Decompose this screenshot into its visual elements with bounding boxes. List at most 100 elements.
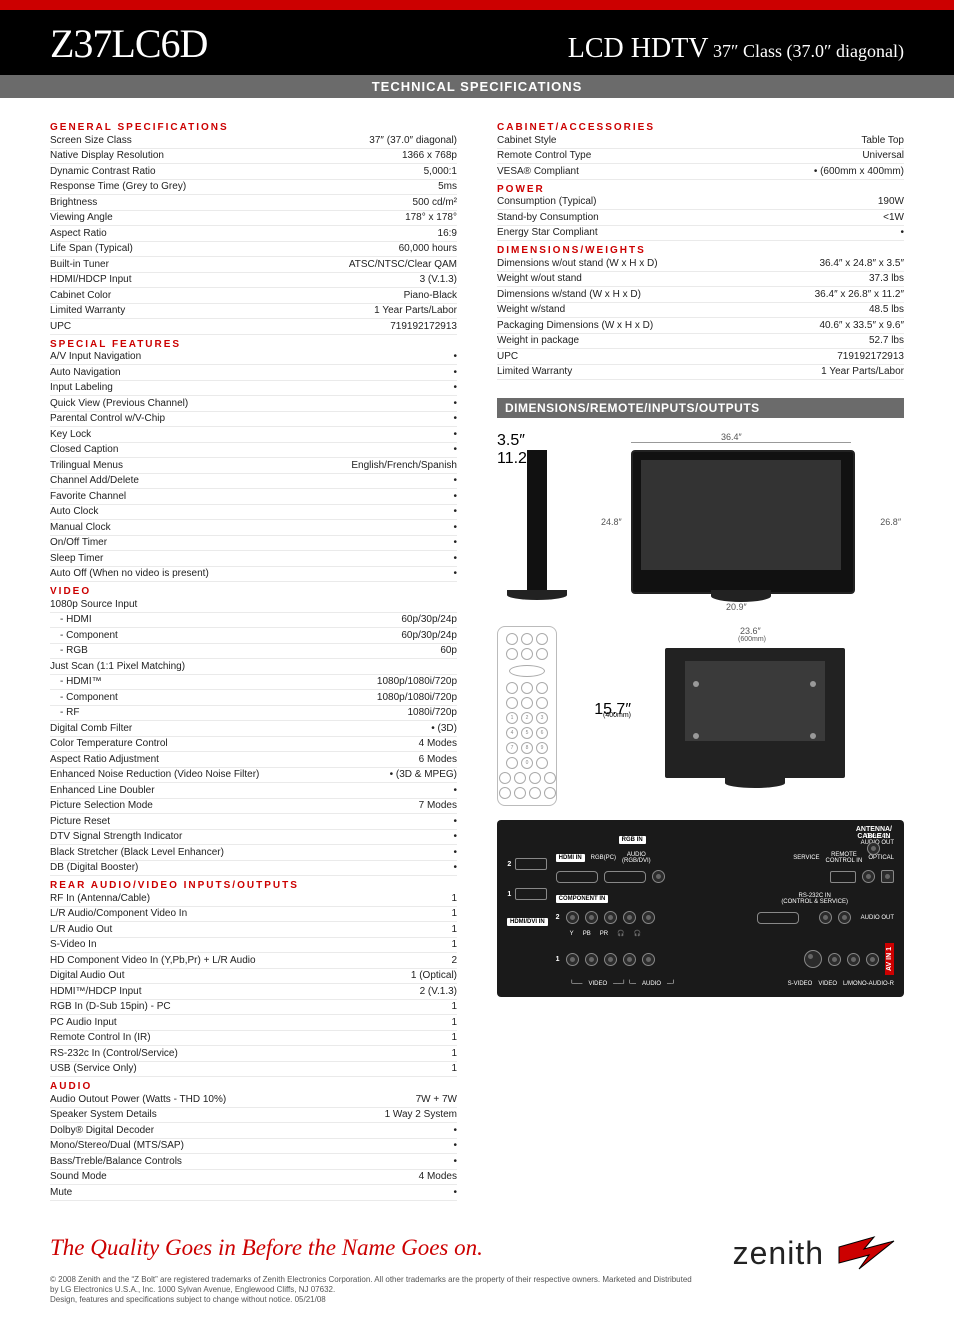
spec-value: 52.7 lbs [861,334,904,348]
spec-label: Digital Comb Filter [50,722,423,736]
header-bar: Z37LC6D LCD HDTV 37″ Class (37.0″ diagon… [0,10,954,75]
spec-row: PC Audio Input1 [50,1015,457,1031]
spec-label: - Component [50,691,369,705]
spec-label: Just Scan (1:1 Pixel Matching) [50,660,449,674]
spec-label: Mono/Stereo/Dual (MTS/SAP) [50,1139,445,1153]
spec-label: On/Off Timer [50,536,445,550]
logo-text: zenith [733,1235,824,1272]
section-video: VIDEO [50,586,457,597]
spec-row: Life Span (Typical)60,000 hours [50,242,457,258]
spec-label: Sound Mode [50,1170,411,1184]
spec-value: 40.6″ x 33.5″ x 9.6″ [811,319,904,333]
spec-label: Favorite Channel [50,490,445,504]
spec-label: L/R Audio Out [50,923,443,937]
spec-value: • [445,474,457,488]
spec-value: 1080p/1080i/720p [369,691,457,705]
spec-value: • [445,428,457,442]
right-column: CABINET/ACCESSORIES Cabinet StyleTable T… [497,118,904,1201]
spec-label: Weight w/stand [497,303,861,317]
spec-value: • (600mm x 400mm) [806,165,904,179]
spec-row: Mono/Stereo/Dual (MTS/SAP)• [50,1139,457,1155]
spec-row: Just Scan (1:1 Pixel Matching) [50,659,457,675]
dimensions-rows: Dimensions w/out stand (W x H x D)36.4″ … [497,256,904,380]
spec-label: Quick View (Previous Channel) [50,397,445,411]
spec-label: Cabinet Style [497,134,853,148]
spec-row: Key Lock• [50,427,457,443]
spec-value: Table Top [853,134,904,148]
spec-row: Remote Control In (IR)1 [50,1031,457,1047]
spec-row: Input Labeling• [50,381,457,397]
spec-label: Dolby® Digital Decoder [50,1124,445,1138]
dim-depth: 3.5″ [497,432,587,450]
spec-row: Limited Warranty1 Year Parts/Labor [50,304,457,320]
spec-label: Energy Star Compliant [497,226,892,240]
spec-value: 3 (V.1.3) [412,273,457,287]
spec-row: L/R Audio Out1 [50,922,457,938]
spec-row: Black Stretcher (Black Level Enhancer)• [50,845,457,861]
spec-value: 5,000:1 [416,165,457,179]
spec-value: • [445,505,457,519]
spec-label: S-Video In [50,938,443,952]
spec-label: USB (Service Only) [50,1062,443,1076]
spec-value [449,598,457,612]
spec-row: S-Video In1 [50,938,457,954]
spec-row: Digital Comb Filter• (3D) [50,721,457,737]
spec-label: Aspect Ratio Adjustment [50,753,411,767]
remote-control: 123 456 789 0 [497,626,557,806]
dim-width: 36.4″ [721,432,742,442]
spec-row: Stand-by Consumption<1W [497,210,904,226]
io-panel: ANTENNA/ CABLE IN 2 1 HDMI/DVI IN RGB [497,820,904,997]
spec-value: 5ms [430,180,457,194]
spec-label: Enhanced Noise Reduction (Video Noise Fi… [50,768,382,782]
spec-label: Stand-by Consumption [497,211,875,225]
spec-value: 1080i/720p [400,706,458,720]
spec-row: Channel Add/Delete• [50,474,457,490]
spec-label: Input Labeling [50,381,445,395]
spec-value: 4 Modes [411,1170,457,1184]
spec-value: 2 [443,954,457,968]
vesa-w: 23.6″ [740,626,761,636]
spec-row: Mute• [50,1185,457,1201]
section-dimensions: DIMENSIONS/WEIGHTS [497,245,904,256]
spec-row: L/R Audio/Component Video In1 [50,907,457,923]
spec-row: - Component1080p/1080i/720p [50,690,457,706]
spec-label: Remote Control Type [497,149,854,163]
spec-label: Black Stretcher (Black Level Enhancer) [50,846,445,860]
spec-value: 36.4″ x 24.8″ x 3.5″ [811,257,904,271]
spec-label: Bass/Treble/Balance Controls [50,1155,445,1169]
spec-label: Mute [50,1186,445,1200]
spec-label: Built-in Tuner [50,258,341,272]
spec-row: 1080p Source Input [50,597,457,613]
spec-row: Parental Control w/V-Chip• [50,412,457,428]
spec-row: - Component60p/30p/24p [50,628,457,644]
spec-row: Energy Star Compliant• [497,226,904,242]
spec-row: Manual Clock• [50,520,457,536]
spec-label: Cabinet Color [50,289,396,303]
spec-value: Piano-Black [396,289,457,303]
spec-row: Cabinet ColorPiano-Black [50,288,457,304]
spec-label: Consumption (Typical) [497,195,870,209]
spec-value: • [445,536,457,550]
video-rows: 1080p Source Input- HDMI60p/30p/24p- Com… [50,597,457,876]
spec-row: VESA® Compliant• (600mm x 400mm) [497,164,904,180]
section-cabinet: CABINET/ACCESSORIES [497,122,904,133]
power-rows: Consumption (Typical)190WStand-by Consum… [497,195,904,242]
spec-label: Manual Clock [50,521,445,535]
spec-value: 719192172913 [382,320,457,334]
spec-row: Picture Selection Mode7 Modes [50,799,457,815]
fineprint-1: © 2008 Zenith and the “Z Bolt” are regis… [50,1275,693,1296]
diagram-area: 3.5″ 11.2″ 36.4″ 24.8″ 26.8″ 20.9″ [497,432,904,997]
spec-row: Weight w/out stand37.3 lbs [497,272,904,288]
spec-row: - HDMI™1080p/1080i/720p [50,675,457,691]
spec-row: Enhanced Noise Reduction (Video Noise Fi… [50,768,457,784]
spec-value: • [445,1124,457,1138]
spec-value: 1 [443,1062,457,1076]
cabinet-rows: Cabinet StyleTable TopRemote Control Typ… [497,133,904,180]
spec-value: • [892,226,904,240]
spec-row: Trilingual MenusEnglish/French/Spanish [50,458,457,474]
spec-label: Dimensions w/out stand (W x H x D) [497,257,811,271]
vesa-w-mm: (600mm) [738,636,766,643]
diagram-bar: DIMENSIONS/REMOTE/INPUTS/OUTPUTS [497,398,904,418]
spec-value: 4 Modes [411,737,457,751]
spec-row: Limited Warranty1 Year Parts/Labor [497,365,904,381]
